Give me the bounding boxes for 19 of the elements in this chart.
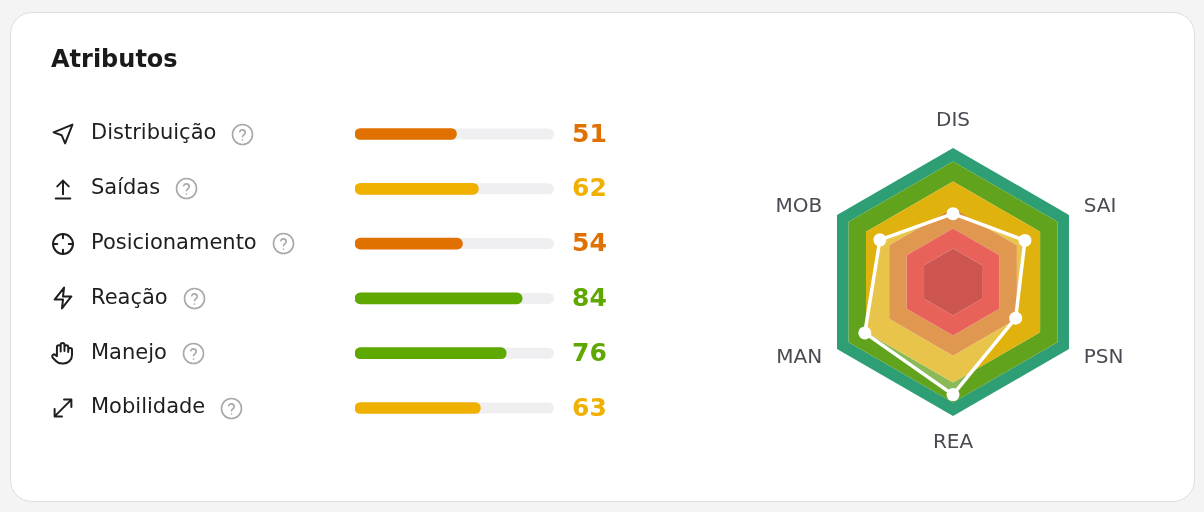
data-label: 51: [572, 118, 607, 148]
data-label: 62: [572, 173, 607, 203]
data-label: 54: [572, 228, 607, 258]
data-label: 76: [572, 337, 607, 367]
y-tick-label: Reação: [91, 284, 168, 309]
spoke-label: DIS: [936, 107, 970, 132]
y-tick-label: Mobilidade: [91, 394, 206, 419]
spoke-label: MOB: [775, 192, 823, 217]
text: Atributos: [51, 45, 178, 73]
y-tick-label: Posicionamento: [91, 230, 257, 255]
y-tick-label: Manejo: [91, 339, 167, 364]
spoke-label: SAI: [1083, 192, 1117, 217]
spoke-label: REA: [932, 429, 974, 454]
spoke-label: MAN: [776, 343, 823, 368]
data-label: 63: [572, 392, 607, 422]
y-tick-label: Distribuição: [91, 120, 217, 145]
spoke-label: PSN: [1083, 343, 1124, 368]
y-tick-label: Saídas: [91, 175, 161, 200]
data-label: 84: [572, 282, 607, 312]
